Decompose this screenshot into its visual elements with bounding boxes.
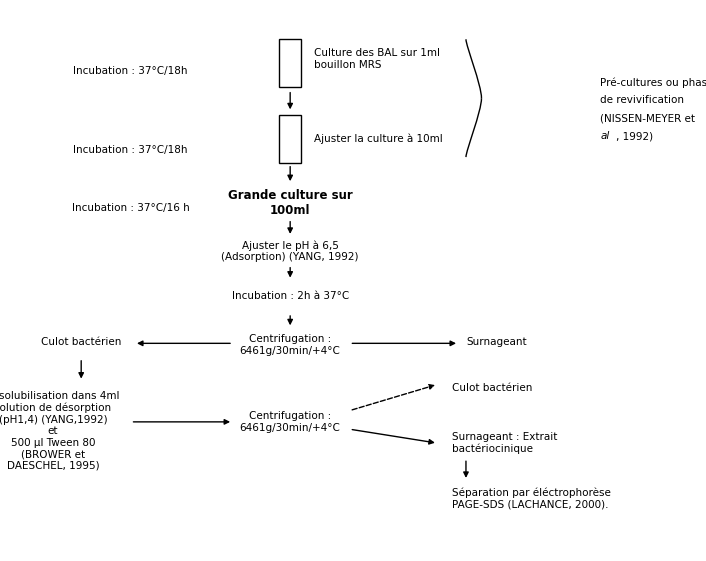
- Text: Incubation : 37°C/18h: Incubation : 37°C/18h: [73, 66, 188, 76]
- Text: Culot bactérien: Culot bactérien: [452, 383, 532, 393]
- Text: Séparation par éléctrophorèse
PAGE-SDS (LACHANCE, 2000).: Séparation par éléctrophorèse PAGE-SDS (…: [452, 487, 611, 509]
- Text: Ajuster le pH à 6,5
(Adsorption) (YANG, 1992): Ajuster le pH à 6,5 (Adsorption) (YANG, …: [222, 240, 359, 263]
- FancyBboxPatch shape: [279, 39, 301, 87]
- Text: Grande culture sur
100ml: Grande culture sur 100ml: [228, 189, 352, 217]
- Text: Surnageant: Surnageant: [466, 337, 527, 347]
- Text: Surnageant : Extrait
bactériocinique: Surnageant : Extrait bactériocinique: [452, 432, 557, 454]
- Text: Incubation : 37°C/18h: Incubation : 37°C/18h: [73, 145, 188, 155]
- Text: al: al: [600, 131, 609, 141]
- Text: Pré-cultures ou phase: Pré-cultures ou phase: [600, 77, 706, 88]
- Text: Culot bactérien: Culot bactérien: [41, 337, 121, 347]
- FancyBboxPatch shape: [279, 115, 301, 163]
- Text: Ajuster la culture à 10ml: Ajuster la culture à 10ml: [314, 134, 443, 144]
- Text: Incubation : 37°C/16 h: Incubation : 37°C/16 h: [72, 203, 189, 213]
- Text: (NISSEN-MEYER et: (NISSEN-MEYER et: [600, 113, 695, 123]
- Text: Resolubilisation dans 4ml
solution de désorption
(pH1,4) (YANG,1992)
et
500 µl T: Resolubilisation dans 4ml solution de dé…: [0, 391, 120, 471]
- Text: Incubation : 2h à 37°C: Incubation : 2h à 37°C: [232, 291, 349, 301]
- Text: , 1992): , 1992): [616, 131, 653, 141]
- Text: Culture des BAL sur 1ml
bouillon MRS: Culture des BAL sur 1ml bouillon MRS: [314, 48, 440, 70]
- Text: Centrifugation :
6461g/30min/+4°C: Centrifugation : 6461g/30min/+4°C: [240, 411, 340, 433]
- Text: Centrifugation :
6461g/30min/+4°C: Centrifugation : 6461g/30min/+4°C: [240, 334, 340, 356]
- Text: de revivification: de revivification: [600, 95, 684, 105]
